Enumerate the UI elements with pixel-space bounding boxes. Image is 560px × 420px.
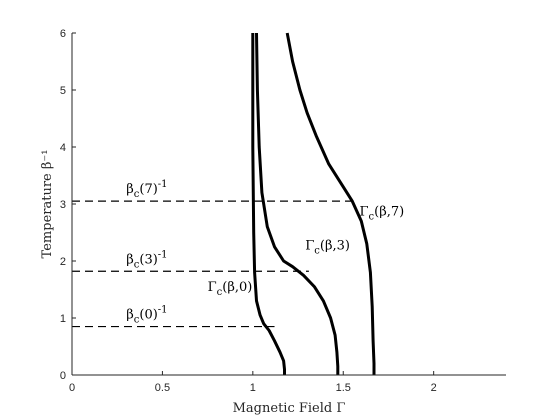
- series-line-3: [285, 32, 376, 375]
- annotations: βc(7)-1 βc(3)-1 βc(0)-1 Γc(β,7) Γc(β,3) Γc(β,…: [126, 179, 404, 325]
- x-tick-label: 2: [431, 382, 437, 394]
- y-tick-label: 3: [60, 199, 66, 211]
- threshold-label: βc(3)-1: [126, 249, 167, 270]
- ticks: 0 0.5 1 1.5 2 0 1 2 3 4 5 6: [60, 28, 437, 394]
- x-axis-label: Magnetic Field Γ: [233, 401, 346, 416]
- curve-label: Γc(β,7): [360, 204, 405, 222]
- curve-label: Γc(β,3): [305, 239, 350, 257]
- y-tick-label: 1: [60, 313, 66, 325]
- y-tick-label: 2: [60, 256, 66, 268]
- curves: [251, 32, 376, 375]
- series-line-1: [251, 33, 286, 375]
- x-tick-label: 1: [250, 382, 256, 394]
- y-tick-label: 4: [60, 142, 66, 154]
- x-tick-label: 0: [69, 382, 75, 394]
- x-tick-label: 1.5: [336, 382, 351, 394]
- threshold-label: βc(7)-1: [126, 179, 167, 200]
- y-axis-label: Temperature β⁻¹: [40, 150, 55, 259]
- y-tick-label: 0: [60, 370, 66, 382]
- x-tick-label: 0.5: [155, 382, 170, 394]
- threshold-label: βc(0)-1: [126, 305, 167, 326]
- curve-label: Γc(β,0): [208, 280, 253, 298]
- threshold-lines: [72, 200, 353, 328]
- y-tick-label: 5: [60, 85, 66, 97]
- y-tick-label: 6: [60, 28, 66, 40]
